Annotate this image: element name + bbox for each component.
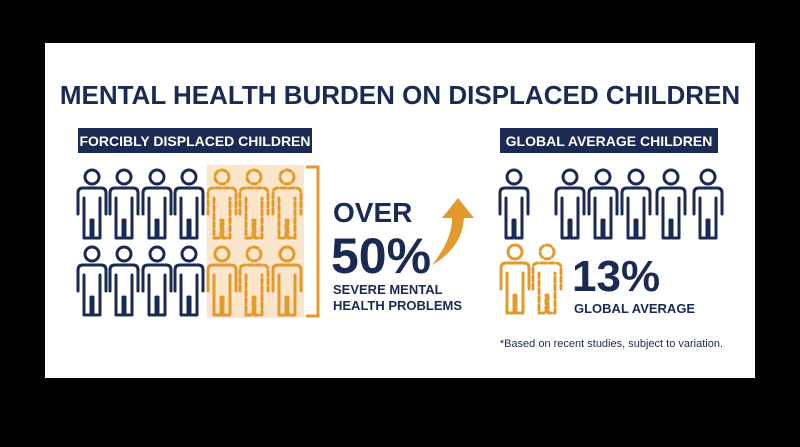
- person-icon: [531, 243, 563, 315]
- person-icon: [238, 245, 270, 317]
- person-icon: [108, 168, 140, 240]
- left-header-box: [78, 128, 312, 153]
- person-icon: [76, 245, 108, 317]
- person-icon: [206, 168, 238, 240]
- card: [45, 43, 755, 378]
- person-icon: [620, 168, 652, 240]
- person-icon: [271, 168, 303, 240]
- person-icon: [173, 245, 205, 317]
- left-stat: 50%: [331, 228, 431, 284]
- arrow: [432, 198, 474, 265]
- right-header: GLOBAL AVERAGE CHILDREN: [506, 133, 713, 149]
- left-header: FORCIBLY DISPLACED CHILDREN: [79, 133, 310, 149]
- person-icon: [498, 168, 530, 240]
- person-icon: [655, 168, 687, 240]
- person-icon: [692, 168, 724, 240]
- person-icon: [108, 245, 140, 317]
- left-prefix: OVER: [333, 197, 412, 228]
- person-icon: [271, 245, 303, 317]
- person-icon: [587, 168, 619, 240]
- left-caption: HEALTH PROBLEMS: [333, 298, 462, 313]
- person-icon: [76, 168, 108, 240]
- bracket: [306, 165, 320, 318]
- person-icon: [141, 168, 173, 240]
- person-icon: [173, 168, 205, 240]
- person-icon: [554, 168, 586, 240]
- right-stat: 13%: [572, 252, 660, 301]
- footnote: *Based on recent studies, subject to var…: [500, 338, 723, 350]
- person-icon: [499, 243, 531, 315]
- person-icon: [238, 168, 270, 240]
- left-caption: SEVERE MENTAL: [333, 282, 443, 297]
- right-header-box: [500, 128, 718, 153]
- title: MENTAL HEALTH BURDEN ON DISPLACED CHILDR…: [60, 80, 740, 110]
- person-icon: [206, 245, 238, 317]
- person-icon: [141, 245, 173, 317]
- icons: [76, 168, 724, 317]
- right-caption: GLOBAL AVERAGE: [574, 301, 695, 316]
- highlight: [207, 165, 304, 318]
